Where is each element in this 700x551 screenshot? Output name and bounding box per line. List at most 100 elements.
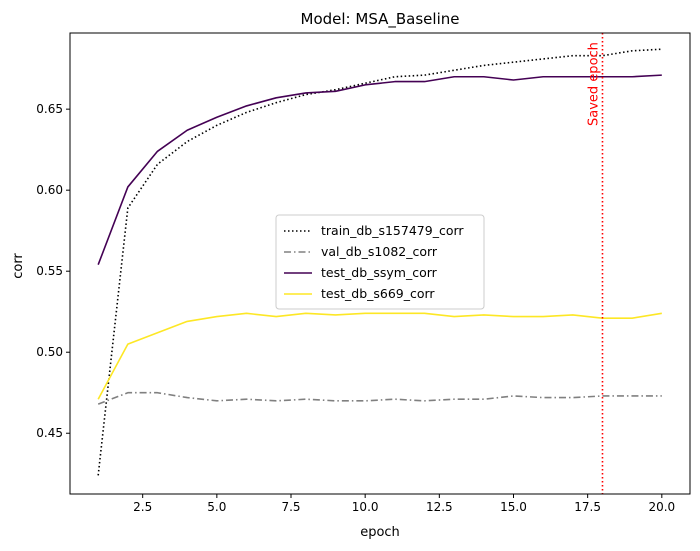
series-1-point-9 xyxy=(364,400,366,402)
series-0-point-7 xyxy=(305,94,307,96)
y-tick-label-2: 0.55 xyxy=(36,264,63,278)
series-1-point-11 xyxy=(424,400,426,402)
series-0-point-8 xyxy=(335,89,337,91)
x-tick-label-1: 5.0 xyxy=(207,500,226,514)
x-tick-label-4: 12.5 xyxy=(426,500,453,514)
series-2-point-18 xyxy=(631,76,633,78)
series-2-point-16 xyxy=(572,76,574,78)
legend-label-0: train_db_s157479_corr xyxy=(321,223,464,238)
series-3-point-6 xyxy=(275,316,277,318)
y-tick-label-3: 0.60 xyxy=(36,183,63,197)
series-0-point-5 xyxy=(246,112,248,114)
series-0-point-10 xyxy=(394,76,396,78)
series-1-point-0 xyxy=(97,403,99,405)
legend-label-3: test_db_s669_corr xyxy=(321,286,435,301)
series-0-point-11 xyxy=(424,74,426,76)
series-2-point-11 xyxy=(424,81,426,83)
series-1-point-12 xyxy=(453,398,455,400)
series-line-0 xyxy=(97,48,662,476)
y-tick-label-1: 0.50 xyxy=(36,345,63,359)
x-tick-label-5: 15.0 xyxy=(500,500,527,514)
series-2-point-13 xyxy=(483,76,485,78)
series-3-point-14 xyxy=(513,316,515,318)
series-0-point-13 xyxy=(483,65,485,67)
series-1-point-17 xyxy=(602,395,604,397)
series-3-point-12 xyxy=(453,316,455,318)
series-2-point-10 xyxy=(394,81,396,83)
series-0-point-6 xyxy=(275,102,277,104)
series-1-point-1 xyxy=(127,392,129,394)
series-3-point-19 xyxy=(661,313,663,315)
plot-frame xyxy=(69,32,691,495)
series-3-point-16 xyxy=(572,314,574,316)
series-2-point-8 xyxy=(335,91,337,93)
y-tick-label-0: 0.45 xyxy=(36,426,63,440)
series-2-point-3 xyxy=(186,129,188,131)
series-1-point-8 xyxy=(335,400,337,402)
series-3-point-10 xyxy=(394,313,396,315)
series-1-point-13 xyxy=(483,398,485,400)
series-0-point-14 xyxy=(513,61,515,63)
series-0-point-15 xyxy=(542,58,544,60)
series-3-point-1 xyxy=(127,343,129,345)
series-3-point-7 xyxy=(305,313,307,315)
series-0-point-19 xyxy=(661,48,663,50)
series-2-point-6 xyxy=(275,97,277,99)
series-3-point-4 xyxy=(216,316,218,318)
series-0-point-17 xyxy=(602,55,604,57)
series-0-point-18 xyxy=(631,50,633,52)
x-tick-label-0: 2.5 xyxy=(133,500,152,514)
series-1-point-4 xyxy=(216,400,218,402)
series-1-point-14 xyxy=(513,395,515,397)
series-1-point-15 xyxy=(542,397,544,399)
series-2-point-2 xyxy=(157,150,159,152)
series-2-point-14 xyxy=(513,79,515,81)
series-2-point-1 xyxy=(127,186,129,188)
series-0-point-1 xyxy=(127,207,129,209)
series-1-point-3 xyxy=(186,397,188,399)
series-3-point-5 xyxy=(246,313,248,315)
series-1-point-5 xyxy=(246,398,248,400)
series-2-point-9 xyxy=(364,84,366,86)
legend-frame xyxy=(275,214,485,310)
series-3-point-13 xyxy=(483,314,485,316)
series-3-point-3 xyxy=(186,321,188,323)
series-1-point-19 xyxy=(661,395,663,397)
series-0-point-2 xyxy=(157,163,159,165)
series-1-point-7 xyxy=(305,398,307,400)
legend: train_db_s157479_corr val_db_s1082_corrte… xyxy=(275,214,485,310)
annotation-label-0: Saved epoch xyxy=(586,42,601,126)
series-2-point-15 xyxy=(542,76,544,78)
series-3-point-9 xyxy=(364,313,366,315)
series-3-point-8 xyxy=(335,314,337,316)
x-tick-label-2: 7.5 xyxy=(281,500,300,514)
series-2-point-0 xyxy=(97,264,99,266)
series-0-point-12 xyxy=(453,69,455,71)
series-3-point-11 xyxy=(424,313,426,315)
legend-label-2: test_db_ssym_corr xyxy=(321,265,438,280)
chart-title: Model: MSA_Baseline xyxy=(301,10,460,29)
series-3-point-0 xyxy=(97,398,99,400)
x-tick-label-3: 10.0 xyxy=(352,500,379,514)
series-1-point-18 xyxy=(631,395,633,397)
legend-label-1: val_db_s1082_corr xyxy=(321,244,438,259)
series-1-point-2 xyxy=(157,392,159,394)
series-3-point-2 xyxy=(157,332,159,334)
y-tick-label-4: 0.65 xyxy=(36,102,63,116)
series-3-point-18 xyxy=(631,317,633,319)
series-line-3 xyxy=(97,312,662,400)
x-tick-label-7: 20.0 xyxy=(648,500,675,514)
series-0-point-16 xyxy=(572,55,574,57)
plot-area: Saved epoch 2.5 5.0 7.5 10.0 12.5 15.0 17.5 20.0… xyxy=(36,32,691,514)
series-2-point-4 xyxy=(216,116,218,118)
series-0-point-0 xyxy=(97,475,99,477)
y-axis-label: corr xyxy=(11,253,26,279)
series-3-point-15 xyxy=(542,316,544,318)
series-1-point-10 xyxy=(394,398,396,400)
series-1-point-16 xyxy=(572,397,574,399)
x-axis-label: epoch xyxy=(360,525,400,540)
series-2-point-12 xyxy=(453,76,455,78)
series-0-point-9 xyxy=(364,82,366,84)
